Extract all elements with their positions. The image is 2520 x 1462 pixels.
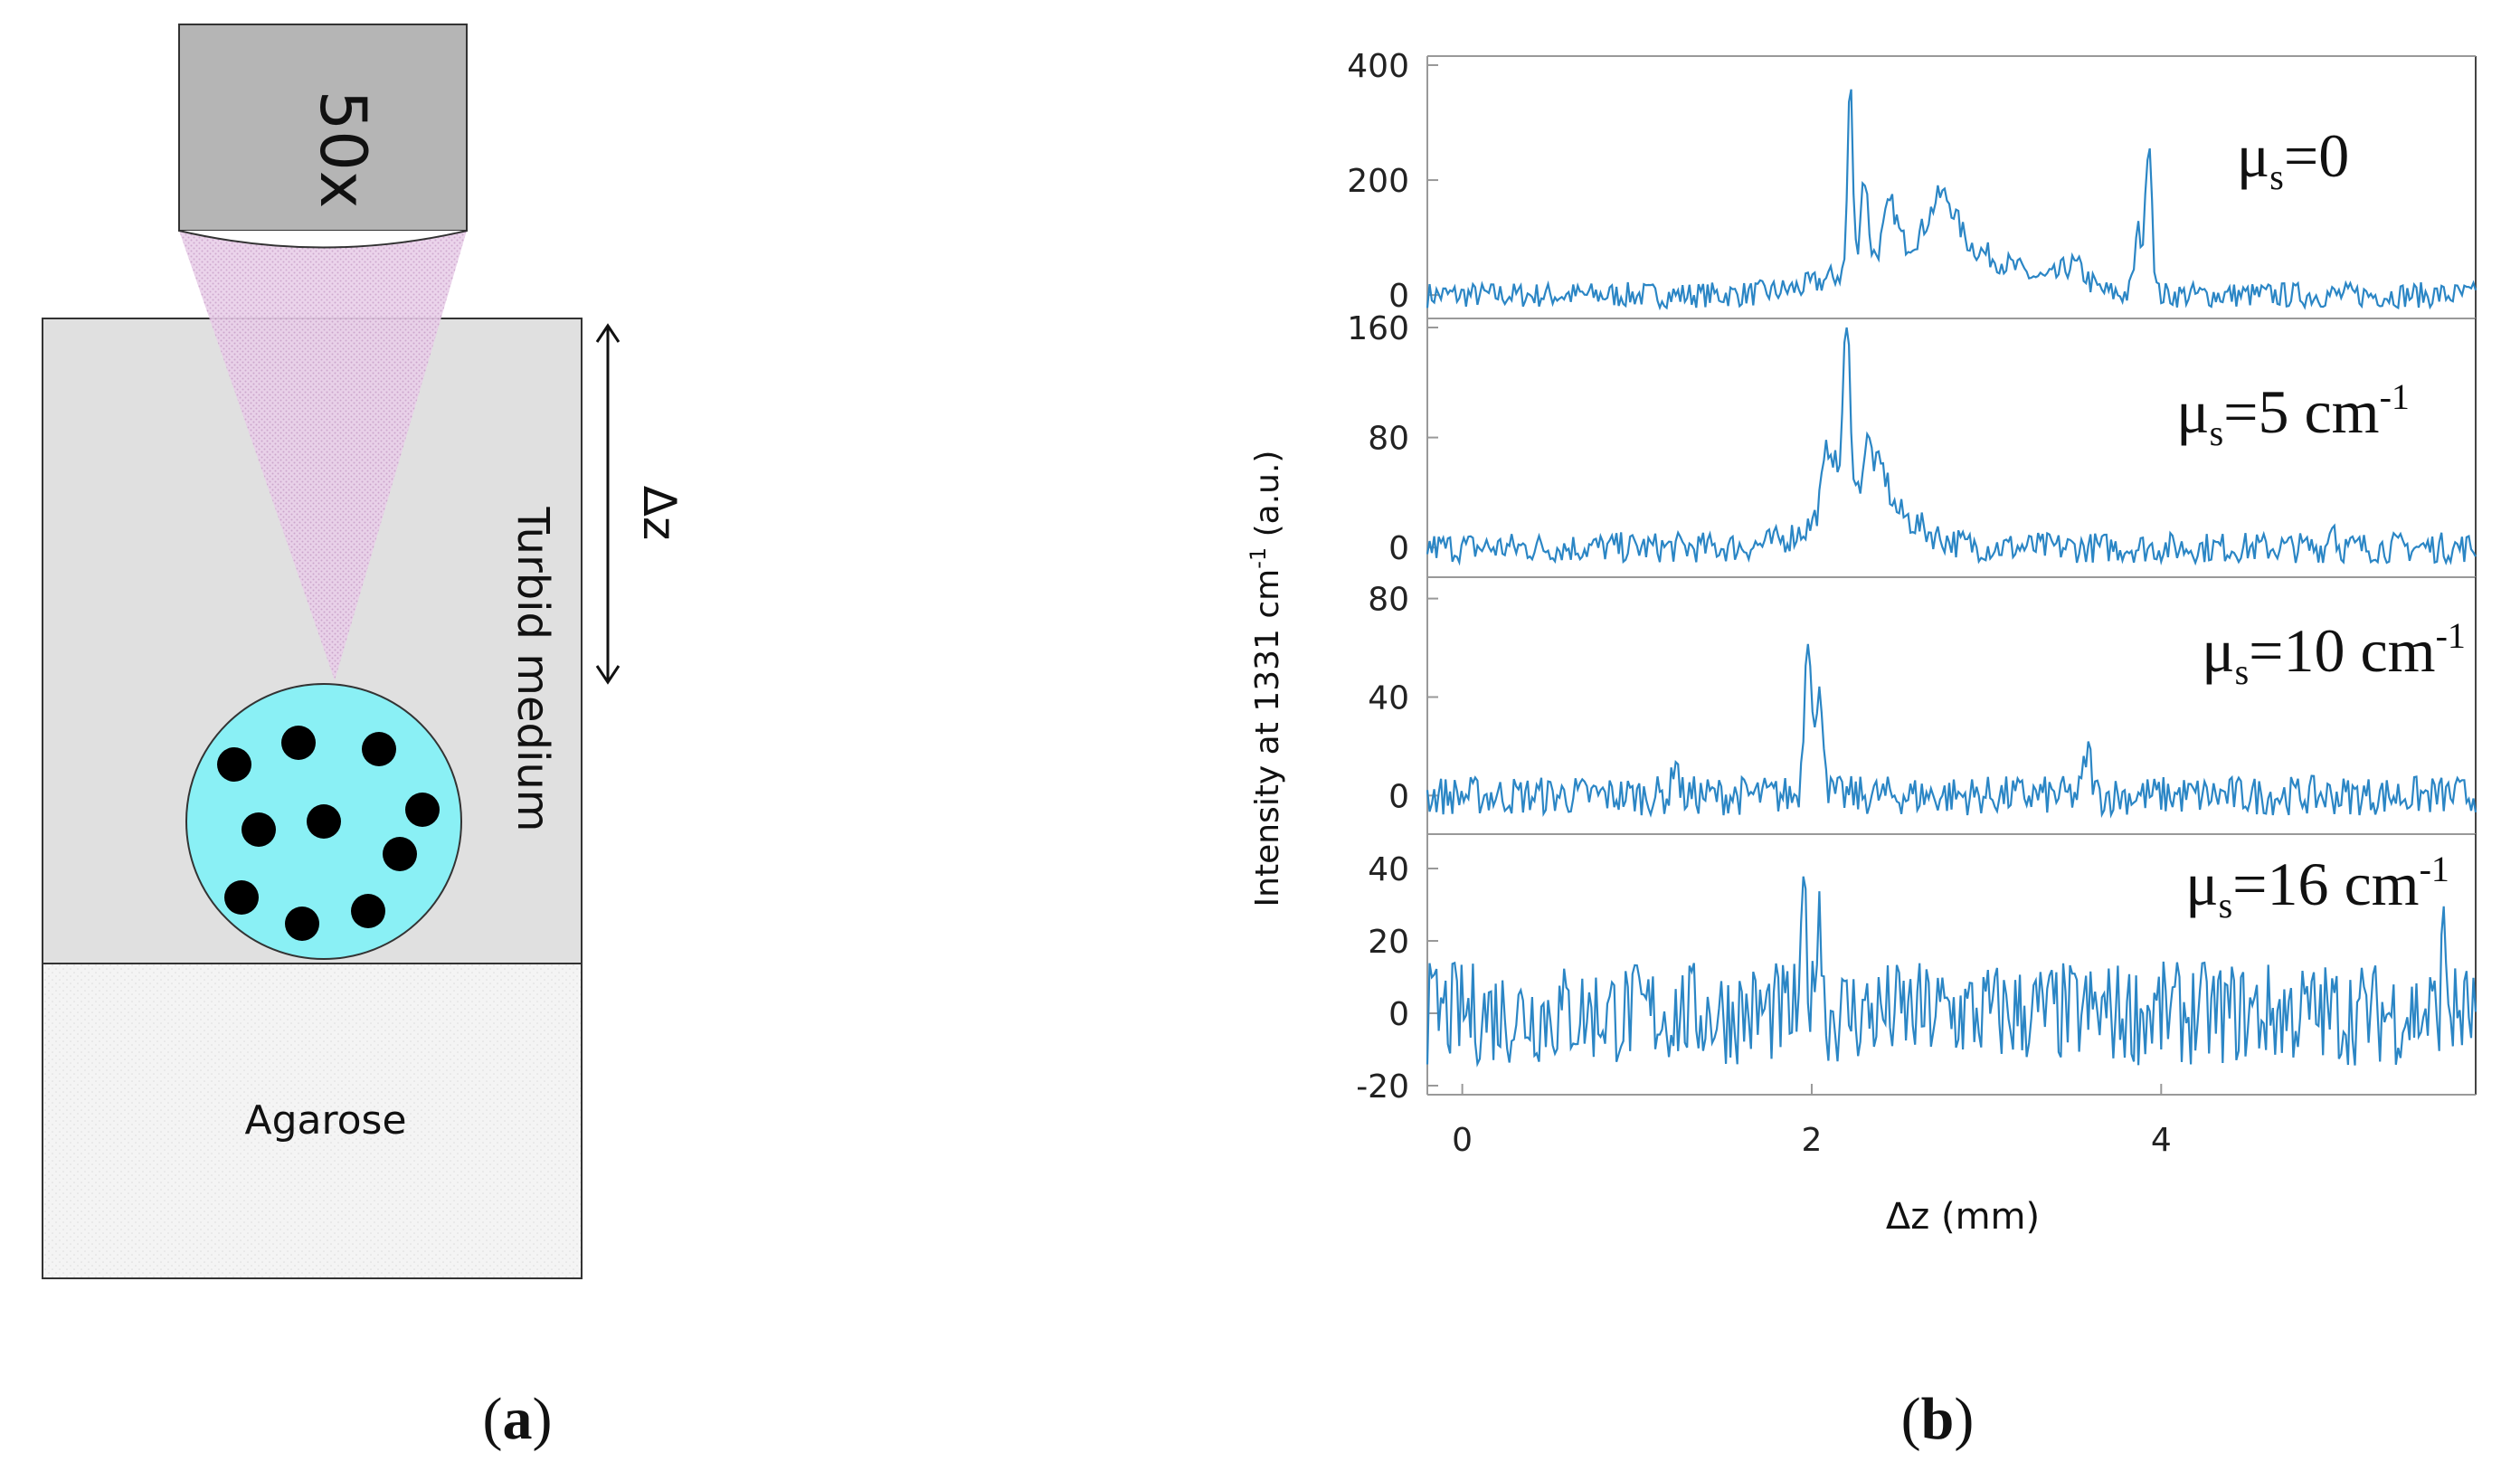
sample-particles [217,726,440,941]
objective-magnification-label: 50x [306,90,380,209]
y-tick-label: 0 [1388,278,1409,315]
series-line [1426,89,2477,311]
subplot-2: 0 80 160 μs=5 cm-1 [1347,310,2477,578]
y-tick-label: 160 [1347,310,1409,347]
subplot-1: 0 200 400 μs=0 [1347,48,2477,319]
y-tick-label: 0 [1388,778,1409,815]
lens-surface [178,230,468,249]
particle [362,732,396,766]
y-tick-label: 400 [1347,48,1409,85]
subplot-4: -20 0 20 40 μs=16 cm-1 [1356,834,2477,1106]
y-tick-label: 0 [1388,530,1409,567]
series-label: μs=10 cm-1 [2202,615,2466,692]
particle [383,837,417,871]
x-axis-label: Δz (mm) [1886,1196,2040,1238]
y-tick-label: -20 [1356,1068,1409,1106]
particle [307,804,341,839]
y-tick-label: 0 [1388,996,1409,1033]
particle [242,812,276,847]
series-label: μs=16 cm-1 [2185,849,2449,926]
agarose-block [42,963,583,1279]
y-tick-label: 40 [1368,679,1409,717]
light-cone [179,231,467,680]
panel-a: Agarose 50x Turbid medium Δz (a) [42,24,686,1452]
objective-lens [178,24,468,232]
x-tick-label: 0 [1452,1122,1473,1159]
y-tick-label: 40 [1368,851,1409,888]
series-line [1426,876,2477,1068]
x-tick-label: 4 [2151,1122,2172,1159]
particle [217,747,251,782]
series-label: μs=5 cm-1 [2176,376,2410,453]
panel-a-caption: (a) [483,1386,553,1452]
particle [405,793,440,827]
depth-arrow [595,323,621,685]
y-tick-label: 80 [1368,421,1409,458]
y-tick-label: 20 [1368,924,1409,961]
y-tick-label: 80 [1368,582,1409,619]
turbid-medium-label: Turbid medium [507,507,558,832]
series-line [1426,327,2477,566]
agarose-label: Agarose [244,1097,406,1144]
series-label: μs=0 [2237,121,2349,197]
y-tick-label: 200 [1347,163,1409,200]
particle [285,907,319,941]
particle [281,726,316,760]
depth-label: Δz [633,486,686,540]
panel-b-caption: (b) [1901,1386,1975,1452]
particle [224,880,259,915]
particle [351,894,385,928]
series-line [1426,643,2477,819]
y-axis-label: Intensity at 1331 cm-1 (a.u.) [1246,451,1286,907]
x-tick-label: 2 [1802,1122,1823,1159]
subplot-3: 0 40 80 μs=10 cm-1 [1368,577,2477,835]
